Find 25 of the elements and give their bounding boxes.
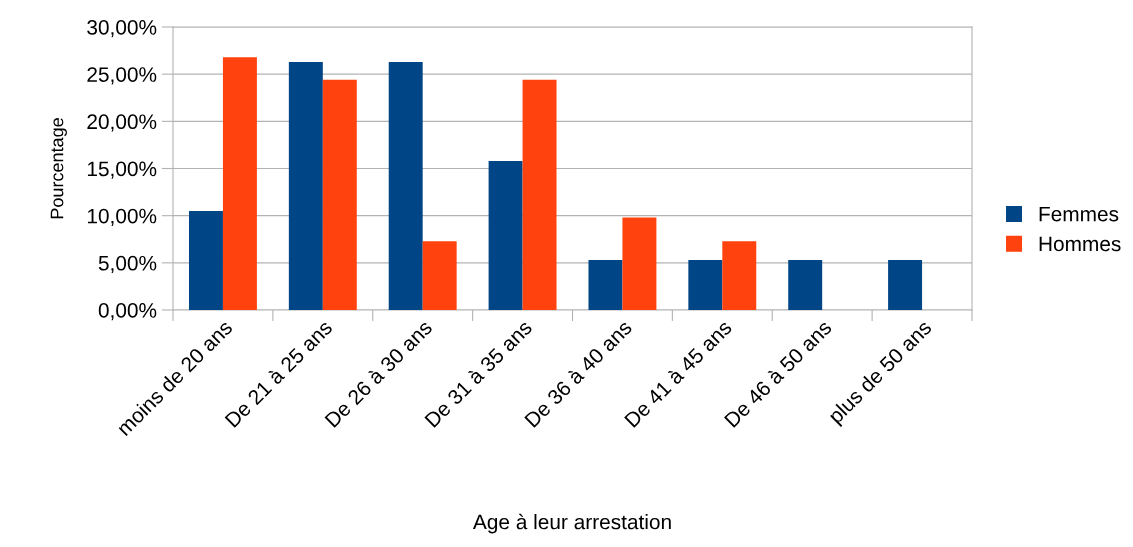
y-tick-label: 5,00% xyxy=(98,255,157,274)
bar xyxy=(422,241,457,310)
bar xyxy=(488,160,523,310)
legend-label: Hommes xyxy=(1039,236,1121,252)
y-tick-label: 25,00% xyxy=(87,67,157,85)
bar xyxy=(788,260,823,310)
bar xyxy=(222,57,257,310)
bar xyxy=(188,210,223,310)
bar xyxy=(888,260,923,310)
y-tick-label: 30,00% xyxy=(87,20,157,38)
y-tick-label: 20,00% xyxy=(87,114,157,132)
bar xyxy=(588,260,623,310)
bar xyxy=(722,241,757,310)
y-tick-label: 0,00% xyxy=(98,303,157,321)
x-axis-title: Age à leur arrestation xyxy=(472,513,671,534)
y-tick-label: 15,00% xyxy=(87,161,157,179)
bar xyxy=(522,79,557,310)
bar xyxy=(322,79,357,310)
legend-label: Femmes xyxy=(1039,206,1119,222)
bar xyxy=(688,260,723,310)
bar xyxy=(622,217,657,310)
y-tick-label: 10,00% xyxy=(87,208,157,226)
y-axis-title: Pourcentage xyxy=(50,118,67,219)
bar xyxy=(288,61,323,310)
bar xyxy=(388,61,423,310)
